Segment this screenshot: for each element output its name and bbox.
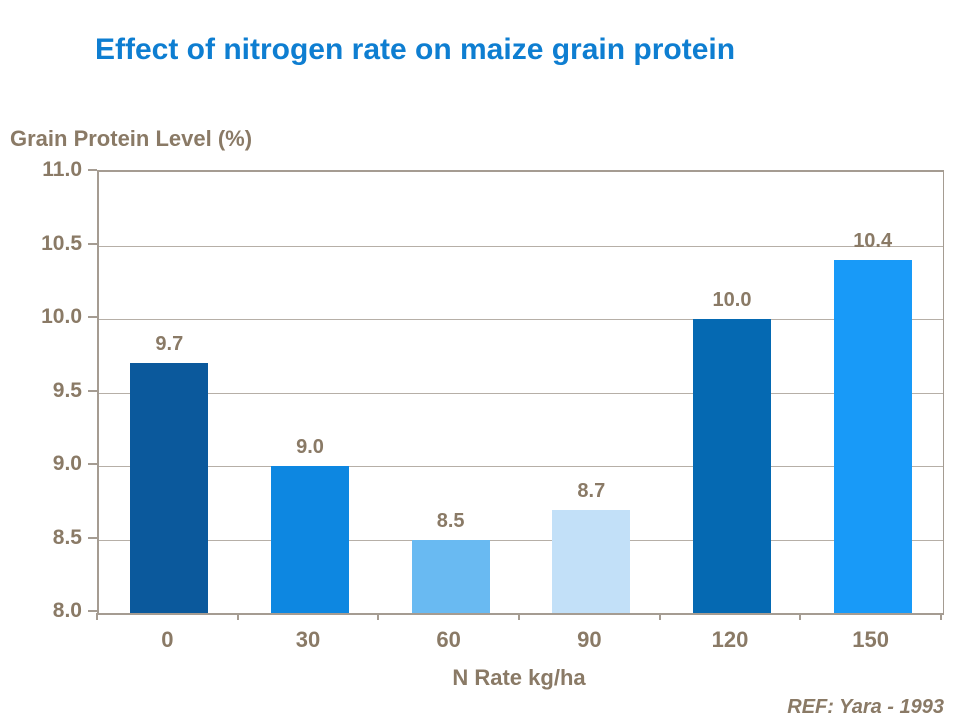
bar	[411, 539, 490, 613]
gridline	[99, 466, 943, 467]
x-tick-mark	[518, 613, 520, 620]
bar	[552, 510, 631, 613]
plot-area: 9.7 9.0 8.5 8.7 10.0 10.4	[97, 170, 944, 615]
y-tick-label: 9.0	[52, 452, 82, 475]
bar-value-label: 10.4	[853, 230, 893, 253]
bar-value-label: 9.0	[296, 436, 324, 458]
bar-value-label: 10.0	[712, 289, 752, 311]
y-tick-mark	[88, 242, 97, 245]
gridline	[99, 319, 943, 320]
y-tick-mark	[88, 316, 97, 318]
bar	[833, 260, 912, 613]
y-tick-mark	[88, 389, 97, 392]
y-tick-mark	[88, 610, 97, 612]
x-tick-mark	[658, 613, 661, 620]
y-tick-label: 8.0	[52, 599, 82, 622]
bar-value-label: 8.7	[577, 480, 606, 503]
y-tick-label: 9.5	[52, 378, 82, 402]
y-tick-mark	[88, 463, 97, 465]
x-tick-label: 0	[161, 627, 174, 652]
gridline	[99, 392, 943, 394]
y-tick-label: 10.5	[41, 231, 82, 255]
x-tick-mark	[236, 613, 239, 620]
y-tick-label: 10.0	[41, 305, 82, 328]
bar	[130, 363, 209, 613]
bar-value-label: 9.7	[155, 333, 184, 356]
x-tick-mark	[377, 613, 380, 620]
gridline	[99, 539, 943, 541]
y-tick-mark	[88, 169, 97, 171]
x-tick-mark	[799, 613, 802, 620]
bar	[271, 466, 349, 613]
x-axis-title: N Rate kg/ha	[452, 665, 586, 690]
y-tick-mark	[88, 536, 97, 539]
x-tick-mark	[940, 613, 942, 620]
y-tick-label: 8.5	[52, 525, 82, 549]
y-axis-title: Grain Protein Level (%)	[10, 126, 253, 151]
reference-note: REF: Yara - 1993	[787, 696, 944, 718]
x-tick-label: 60	[436, 627, 461, 652]
x-tick-mark	[96, 613, 98, 620]
y-tick-label: 11.0	[42, 158, 82, 181]
chart-title: Effect of nitrogen rate on maize grain p…	[95, 33, 736, 66]
x-tick-label: 150	[852, 627, 890, 652]
x-tick-label: 120	[711, 627, 749, 652]
bar	[693, 319, 771, 613]
x-tick-label: 90	[577, 627, 602, 652]
gridline	[99, 245, 943, 247]
x-tick-label: 30	[295, 627, 321, 652]
bar-value-label: 8.5	[436, 509, 465, 532]
